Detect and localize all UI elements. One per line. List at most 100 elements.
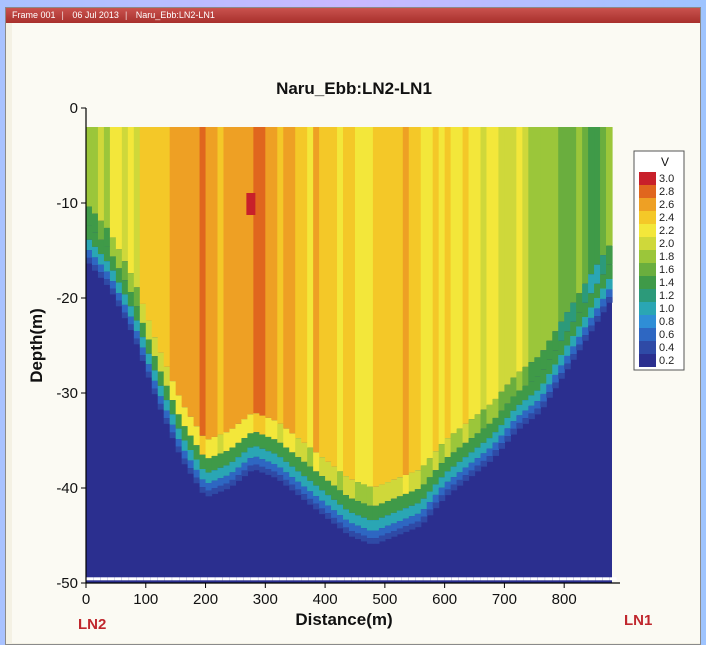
velocity-cell <box>259 448 266 460</box>
velocity-cell <box>462 467 470 476</box>
velocity-cell <box>325 495 332 506</box>
velocity-cell <box>241 127 248 420</box>
velocity-cell <box>468 470 476 477</box>
velocity-cell <box>259 466 266 473</box>
dataset-label: Naru_Ebb:LN2-LN1 <box>135 10 215 20</box>
velocity-cell <box>474 465 482 472</box>
bottom-dash <box>157 577 165 581</box>
velocity-cell <box>289 127 296 434</box>
velocity-cell <box>384 482 392 502</box>
velocity-cell <box>390 498 398 513</box>
velocity-cell <box>343 495 350 510</box>
bottom-dash <box>437 577 445 581</box>
bottom-dash <box>265 577 273 581</box>
velocity-cell <box>319 508 326 515</box>
bottom-dash <box>451 577 459 581</box>
velocity-cell <box>522 400 529 411</box>
velocity-cell <box>570 321 577 336</box>
velocity-cell <box>247 447 254 459</box>
velocity-cell <box>157 396 165 404</box>
velocity-cell <box>576 344 583 351</box>
bottom-dash <box>329 577 337 581</box>
velocity-cell <box>265 461 272 470</box>
velocity-cell <box>450 433 458 453</box>
date-label: 06 Jul 2013 <box>72 10 119 20</box>
velocity-cell <box>432 470 440 485</box>
velocity-cell <box>103 279 111 285</box>
colorbar-swatch <box>639 237 656 250</box>
velocity-cell <box>396 496 404 511</box>
bottom-dash <box>466 577 474 581</box>
bottom-dash <box>588 577 596 581</box>
velocity-cell <box>474 127 482 415</box>
velocity-cell <box>313 452 320 472</box>
velocity-cell <box>516 371 523 391</box>
velocity-cell <box>540 393 547 402</box>
velocity-cell <box>163 410 171 419</box>
velocity-cell <box>516 404 523 416</box>
velocity-cell <box>564 363 571 370</box>
velocity-cell <box>546 359 553 374</box>
velocity-cell <box>426 458 434 478</box>
velocity-cell <box>408 516 416 524</box>
bottom-dash <box>107 577 115 581</box>
velocity-cell <box>109 237 117 257</box>
velocity-cell <box>277 475 284 481</box>
velocity-cell <box>510 421 517 429</box>
velocity-cell <box>283 472 290 480</box>
velocity-cell <box>163 400 171 411</box>
bottom-dash <box>573 577 581 581</box>
bottom-dash <box>580 577 588 581</box>
velocity-cell <box>301 127 308 443</box>
velocity-cell <box>337 471 344 491</box>
velocity-cell <box>277 467 284 476</box>
velocity-cell <box>510 127 517 378</box>
velocity-cell <box>420 509 428 517</box>
velocity-cell <box>546 374 553 385</box>
velocity-cell <box>408 505 416 517</box>
velocity-cell <box>349 530 356 537</box>
velocity-cell <box>193 477 201 484</box>
velocity-cell <box>366 486 374 506</box>
velocity-cell <box>384 127 392 483</box>
velocity-cell <box>558 355 565 366</box>
bottom-dash <box>358 577 366 581</box>
velocity-cell <box>283 447 290 462</box>
velocity-cell <box>564 345 571 356</box>
velocity-cell <box>582 283 589 303</box>
velocity-cell <box>205 483 213 491</box>
velocity-cell <box>528 395 535 406</box>
velocity-cell <box>534 376 541 391</box>
chart-window: Frame 001 | 06 Jul 2013 | Naru_Ebb:LN2-LN1… <box>6 8 700 644</box>
velocity-cell <box>127 306 135 317</box>
velocity-cell <box>247 458 254 466</box>
velocity-cell <box>420 516 428 523</box>
velocity-cell <box>319 476 326 491</box>
velocity-cell <box>552 331 559 351</box>
velocity-cell <box>504 384 511 404</box>
velocity-cell <box>91 127 99 214</box>
velocity-cell <box>265 417 272 437</box>
y-axis-label: Depth(m) <box>27 308 46 383</box>
velocity-cell <box>223 432 231 452</box>
velocity-cell <box>378 503 386 518</box>
velocity-cell <box>594 264 601 284</box>
velocity-cell <box>414 127 422 471</box>
velocity-cell <box>480 409 488 429</box>
velocity-cell <box>480 460 488 467</box>
velocity-cell <box>456 447 464 462</box>
velocity-cell <box>289 477 296 485</box>
y-tick-label: -10 <box>56 195 78 212</box>
velocity-cell <box>552 382 559 389</box>
velocity-cell <box>223 475 231 484</box>
bottom-dash <box>415 577 423 581</box>
velocity-cell <box>133 287 141 307</box>
velocity-cell <box>582 127 589 284</box>
velocity-cell <box>121 312 129 319</box>
frame-label: Frame 001 <box>12 10 56 20</box>
velocity-cell <box>456 428 464 448</box>
velocity-cell <box>205 458 213 473</box>
velocity-cell <box>354 525 362 534</box>
velocity-cell <box>133 320 141 332</box>
velocity-cell <box>564 331 571 346</box>
